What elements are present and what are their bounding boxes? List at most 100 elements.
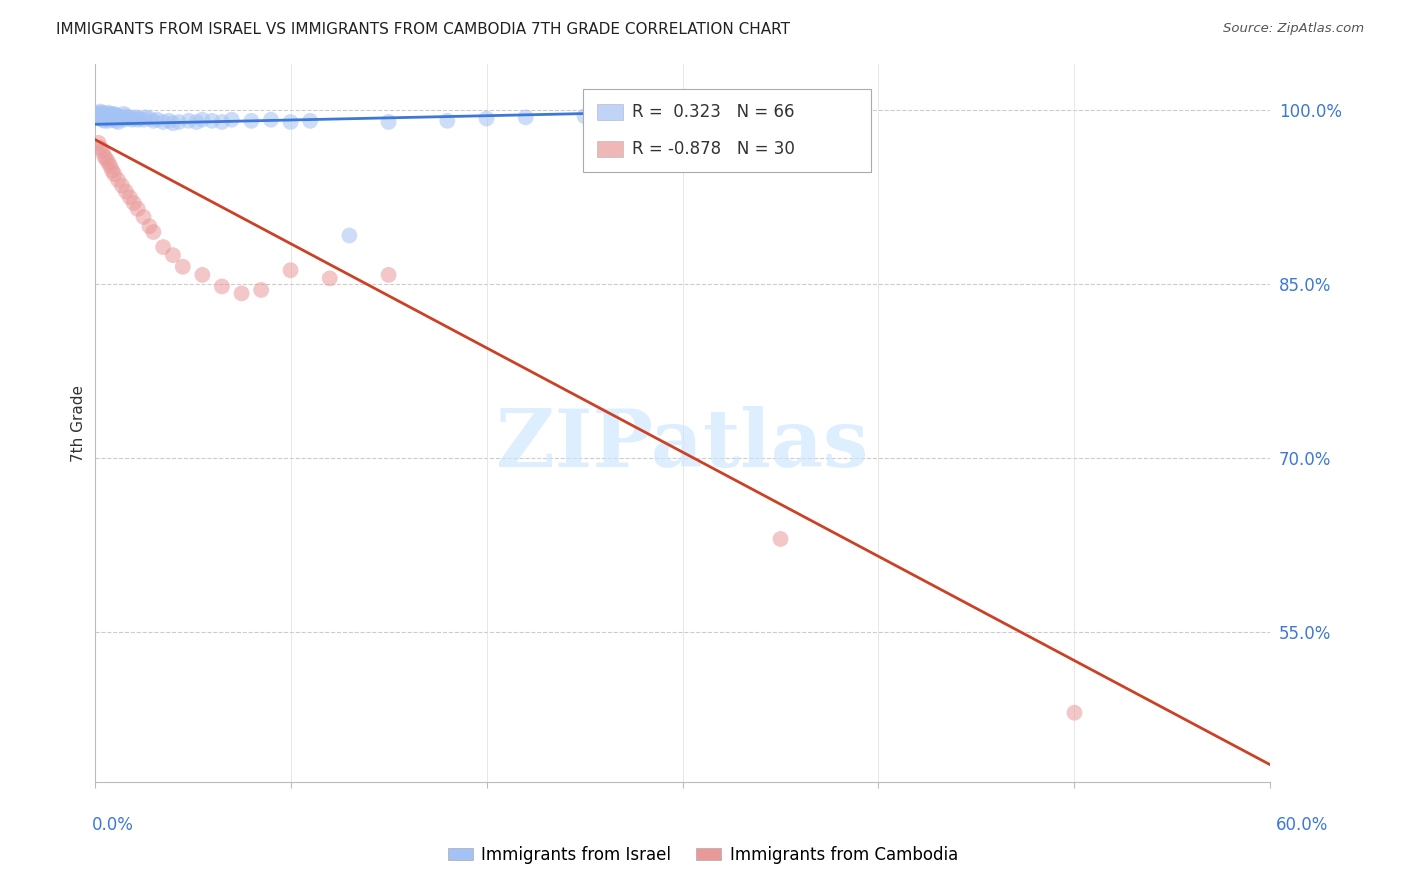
Point [157, 113, 180, 128]
Point [280, 263, 302, 277]
Point [86, 105, 108, 120]
Point [201, 113, 224, 128]
Point [91, 112, 114, 127]
Point [89, 112, 111, 126]
Point [108, 111, 131, 125]
Point [91, 144, 114, 158]
Text: IMMIGRANTS FROM ISRAEL VS IMMIGRANTS FROM CAMBODIA 7TH GRADE CORRELATION CHART: IMMIGRANTS FROM ISRAEL VS IMMIGRANTS FRO… [56, 22, 790, 37]
Point [574, 109, 596, 123]
Point [152, 115, 174, 129]
Text: 60.0%: 60.0% [1277, 816, 1329, 834]
Point [97, 113, 120, 128]
Point [93, 150, 115, 164]
Point [105, 113, 128, 128]
Point [101, 108, 124, 122]
Point [89, 104, 111, 119]
Point [125, 111, 148, 125]
Point [122, 196, 145, 211]
Point [97, 155, 120, 169]
Point [250, 283, 273, 297]
Point [613, 107, 636, 121]
Point [111, 178, 134, 193]
Point [319, 271, 342, 285]
Point [138, 219, 160, 234]
Point [128, 112, 150, 126]
Point [177, 113, 200, 128]
Point [97, 109, 120, 123]
Point [107, 173, 129, 187]
Point [436, 113, 458, 128]
Point [87, 107, 110, 121]
Text: ZIPatlas: ZIPatlas [496, 406, 869, 483]
Point [135, 111, 157, 125]
Point [515, 111, 537, 125]
Point [96, 108, 118, 122]
Text: R = -0.878   N = 30: R = -0.878 N = 30 [631, 140, 794, 158]
Point [769, 532, 792, 546]
Point [142, 113, 165, 128]
FancyBboxPatch shape [596, 104, 623, 120]
Point [280, 115, 302, 129]
Point [117, 112, 139, 126]
Point [127, 112, 149, 127]
Point [211, 115, 233, 129]
Point [121, 112, 143, 127]
Point [87, 109, 110, 123]
Legend: Immigrants from Israel, Immigrants from Cambodia: Immigrants from Israel, Immigrants from … [441, 839, 965, 871]
Point [191, 268, 214, 282]
Point [101, 112, 124, 127]
Point [132, 112, 155, 127]
Point [162, 248, 184, 262]
Point [122, 112, 145, 126]
Point [87, 136, 110, 150]
Point [93, 107, 115, 121]
FancyBboxPatch shape [582, 89, 870, 172]
Point [96, 152, 118, 166]
Point [107, 109, 129, 123]
Point [118, 190, 141, 204]
Point [132, 210, 155, 224]
Point [138, 112, 160, 126]
Point [377, 268, 399, 282]
Point [115, 185, 138, 199]
Point [112, 107, 135, 121]
Point [191, 112, 214, 127]
Point [118, 111, 141, 125]
Point [103, 167, 125, 181]
Point [475, 112, 498, 126]
Point [211, 279, 233, 293]
Point [167, 115, 190, 129]
Y-axis label: 7th Grade: 7th Grade [72, 384, 86, 462]
Point [91, 105, 114, 120]
Text: 0.0%: 0.0% [91, 816, 134, 834]
Point [172, 260, 194, 274]
Point [146, 112, 169, 127]
Point [115, 109, 138, 123]
Point [299, 113, 322, 128]
Point [260, 112, 283, 127]
Text: R =  0.323   N = 66: R = 0.323 N = 66 [631, 103, 794, 121]
Point [127, 202, 149, 216]
Point [103, 107, 125, 121]
Point [231, 286, 253, 301]
Point [101, 163, 124, 178]
Point [603, 108, 626, 122]
Point [98, 159, 121, 173]
Point [221, 112, 243, 127]
Point [105, 108, 128, 122]
Point [142, 225, 165, 239]
Point [98, 107, 121, 121]
Point [111, 112, 134, 126]
Point [240, 113, 263, 128]
Point [377, 115, 399, 129]
Point [186, 115, 208, 129]
Point [162, 116, 184, 130]
Point [337, 228, 360, 243]
Point [98, 112, 121, 126]
Point [103, 112, 125, 126]
Point [89, 108, 111, 122]
Point [91, 109, 114, 123]
Point [1063, 706, 1085, 720]
Point [97, 105, 120, 120]
Point [93, 111, 115, 125]
